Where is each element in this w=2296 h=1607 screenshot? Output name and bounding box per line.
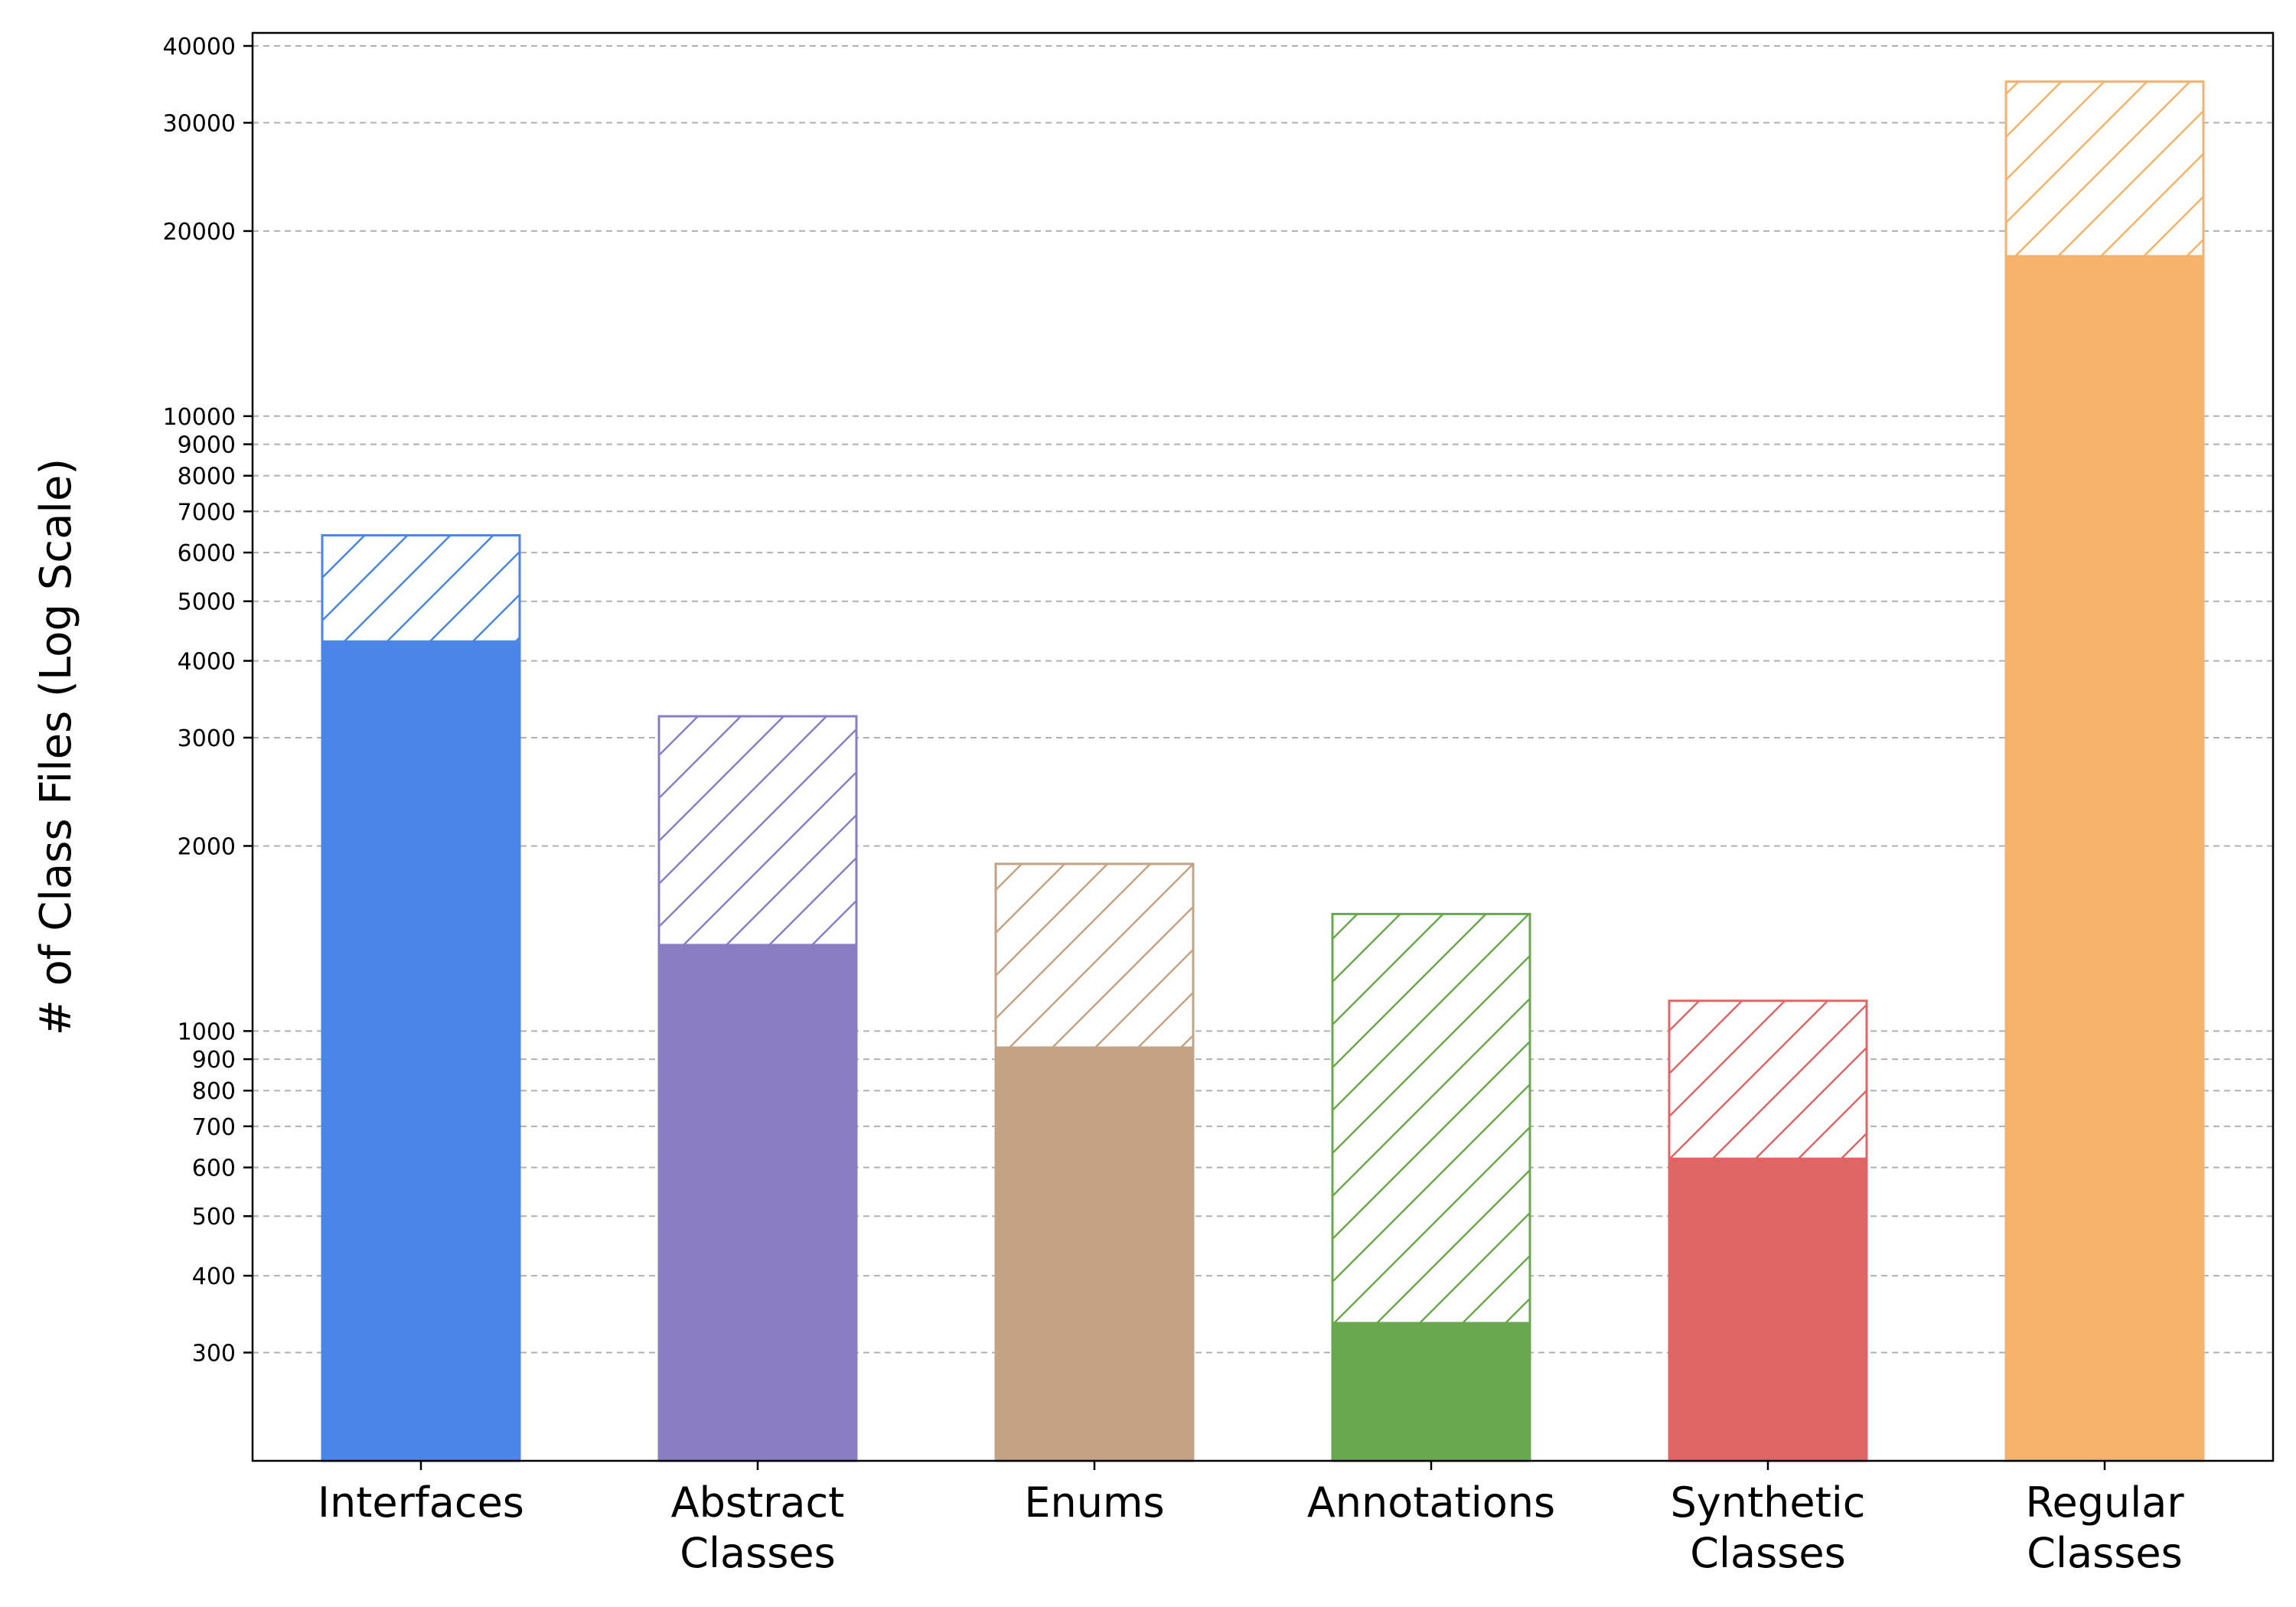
y-tick-label: 2000: [178, 833, 236, 860]
y-tick-label: 7000: [178, 499, 236, 526]
x-axis-labels: Interfaces Abstract Classes Enums Annotation…: [318, 1461, 2184, 1577]
y-tick-label: 1000: [178, 1019, 236, 1045]
x-category-label: Abstract Classes: [671, 1478, 845, 1577]
solid-bar: [321, 640, 521, 1462]
x-category-label: Enums: [1024, 1478, 1164, 1527]
y-tick-label: 900: [192, 1047, 236, 1074]
y-tick-label: 10000: [163, 404, 236, 431]
y-tick-label: 500: [192, 1204, 236, 1231]
solid-bar: [994, 1046, 1195, 1462]
y-tick-label: 400: [192, 1263, 236, 1290]
y-axis-title: # of Class Files (Log Scale): [31, 458, 81, 1036]
y-tick-label: 700: [192, 1114, 236, 1141]
y-tick-label: 4000: [178, 649, 236, 676]
solid-bar: [1668, 1157, 1868, 1462]
x-category-label: Annotations: [1307, 1478, 1555, 1527]
solid-bar: [2004, 255, 2205, 1462]
y-tick-label: 6000: [178, 540, 236, 567]
y-tick-label: 8000: [178, 464, 236, 491]
solid-bar: [657, 944, 858, 1462]
y-tick-label: 30000: [163, 110, 236, 137]
gridlines: [253, 45, 2273, 1354]
y-tick-label: 40000: [163, 34, 236, 60]
x-category-label: Synthetic Classes: [1671, 1478, 1866, 1577]
y-tick-label: 20000: [163, 219, 236, 246]
plot-frame: [251, 31, 2275, 1462]
x-category-label: Interfaces: [318, 1478, 524, 1527]
y-tick-label: 600: [192, 1156, 236, 1182]
y-tick-label: 9000: [178, 432, 236, 459]
solid-bar: [1331, 1322, 1531, 1462]
y-tick-label: 5000: [178, 589, 236, 616]
x-category-label: Regular Classes: [2025, 1478, 2184, 1577]
y-tick-label: 300: [192, 1341, 236, 1367]
y-tick-label: 3000: [178, 725, 236, 752]
y-tick-label: 800: [192, 1078, 236, 1105]
bars: [321, 80, 2205, 1462]
